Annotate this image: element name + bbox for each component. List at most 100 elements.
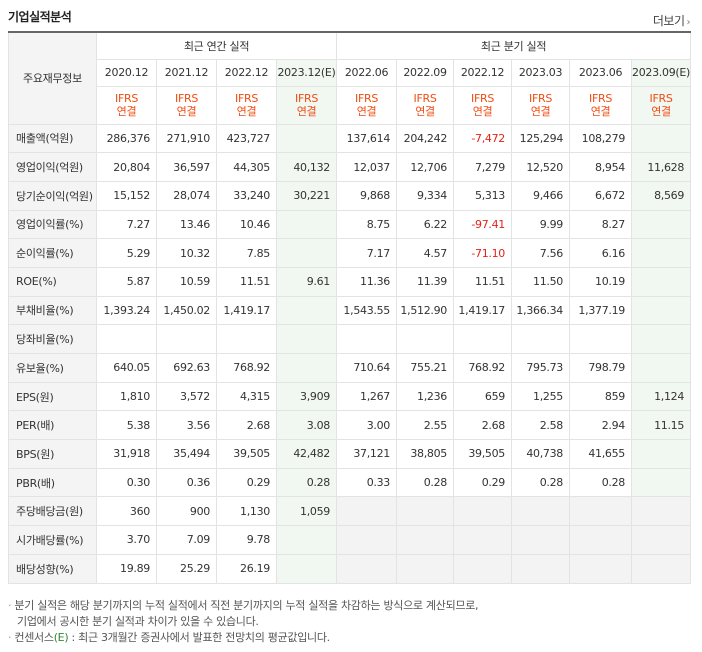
annual-value: 5.87 (96, 266, 157, 297)
footnote-2: · 컨센서스(E) : 최근 3개월간 증권사에서 발표한 전망치의 평균값입니… (8, 631, 330, 644)
quarter-value (631, 324, 692, 354)
quarter-value: 1,255 (511, 381, 571, 412)
quarter-value (631, 238, 692, 268)
quarter-value: 7,279 (453, 152, 513, 182)
quarter-value: 11.36 (336, 266, 398, 297)
row-label: 당좌비율(%) (8, 324, 97, 354)
annual-value: 33,240 (216, 180, 277, 211)
table-row: BPS(원) 31,918 35,494 39,505 42,482 37,121 38,8… (8, 439, 692, 469)
std-ifrs: IFRS (471, 92, 495, 105)
std-consolidated: 연결 (415, 105, 435, 118)
more-link[interactable]: 더보기 › (653, 12, 691, 29)
quarter-value: 9,466 (511, 180, 571, 211)
annual-value: 1,393.24 (96, 295, 157, 326)
annual-value: 10.59 (156, 266, 217, 297)
quarter-value: 859 (569, 381, 633, 412)
quarter-value: 9,334 (396, 180, 455, 211)
quarter-value: 41,655 (569, 439, 633, 469)
row-label: 유보율(%) (8, 353, 97, 383)
quarter-value: 9.99 (511, 209, 571, 240)
annual-value: 31,918 (96, 439, 157, 469)
table-row: PBR(배) 0.30 0.36 0.29 0.28 0.33 0.28 0.29 0.28 0.… (8, 467, 692, 498)
quarter-value: 798.79 (569, 353, 633, 383)
annual-value: 40,132 (275, 152, 338, 182)
quarter-value: 710.64 (336, 353, 398, 383)
quarter-value (511, 324, 571, 354)
annual-value: 768.92 (216, 353, 277, 383)
annual-value (275, 353, 338, 383)
quarter-value (336, 496, 398, 527)
accounting-standard: IFRS 연결 (216, 85, 277, 125)
annual-value (275, 209, 338, 240)
quarter-value: 40,738 (511, 439, 571, 469)
quarter-value: 137,614 (336, 123, 398, 154)
accounting-standard: IFRS 연결 (569, 85, 633, 125)
annual-value: 30,221 (275, 180, 338, 211)
annual-value: 1,059 (275, 496, 338, 527)
annual-value: 35,494 (156, 439, 217, 469)
std-ifrs: IFRS (295, 92, 318, 105)
annual-value: 7.85 (216, 238, 277, 268)
period-header: 2022.12 (216, 58, 277, 87)
row-label: 부채비율(%) (8, 295, 97, 326)
quarter-value: 1,512.90 (396, 295, 455, 326)
accounting-standard: IFRS 연결 (453, 85, 513, 125)
annual-value: 1,450.02 (156, 295, 217, 326)
accounting-standard: IFRS 연결 (631, 85, 692, 125)
accounting-standard: IFRS 연결 (336, 85, 398, 125)
quarter-value (511, 553, 571, 584)
annual-value: 3.56 (156, 410, 217, 441)
quarter-value: -97.41 (453, 209, 513, 240)
quarter-value: 2.94 (569, 410, 633, 441)
accounting-standard: IFRS 연결 (275, 85, 338, 125)
quarter-value: 125,294 (511, 123, 571, 154)
annual-value: 0.29 (216, 467, 277, 498)
quarter-value: 11.15 (631, 410, 692, 441)
period-header: 2022.06 (336, 58, 398, 87)
std-consolidated: 연결 (176, 105, 197, 118)
annual-value: 11.51 (216, 266, 277, 297)
table-row: EPS(원) 1,810 3,572 4,315 3,909 1,267 1,236 659 1… (8, 381, 692, 412)
annual-value: 360 (96, 496, 157, 527)
financial-table: 주요재무정보 최근 연간 실적 최근 분기 실적 2020.12 2021.12 2… (8, 31, 692, 584)
std-consolidated: 연결 (651, 105, 671, 118)
annual-value: 1,810 (96, 381, 157, 412)
table-row: 순이익률(%) 5.29 10.32 7.85 7.17 4.57 -71.10 7.56 6.… (8, 238, 692, 268)
annual-value (275, 525, 338, 555)
annual-value: 25.29 (156, 553, 217, 584)
quarter-value (336, 525, 398, 555)
annual-value: 7.27 (96, 209, 157, 240)
quarter-value: 11.39 (396, 266, 455, 297)
annual-value: 0.36 (156, 467, 217, 498)
annual-value: 39,505 (216, 439, 277, 469)
annual-value: 900 (156, 496, 217, 527)
period-header: 2023.09(E) (631, 58, 692, 87)
annual-value (96, 324, 157, 354)
quarter-value: 12,706 (396, 152, 455, 182)
quarter-value (631, 439, 692, 469)
annual-value (216, 324, 277, 354)
table-row: 부채비율(%) 1,393.24 1,450.02 1,419.17 1,543.55 1… (8, 295, 692, 326)
annual-value: 3,572 (156, 381, 217, 412)
quarter-value (396, 496, 455, 527)
annual-value (275, 238, 338, 268)
quarter-value (631, 467, 692, 498)
quarter-value: 4.57 (396, 238, 455, 268)
quarter-value: 11,628 (631, 152, 692, 182)
annual-value: 9.78 (216, 525, 277, 555)
page-title: 기업실적분석 (8, 10, 72, 24)
quarter-value (569, 496, 633, 527)
quarter-value: 204,242 (396, 123, 455, 154)
row-label: 당기순이익(억원) (8, 180, 97, 211)
accounting-standard: IFRS 연결 (396, 85, 455, 125)
std-ifrs: IFRS (235, 92, 258, 105)
annual-value: 0.30 (96, 467, 157, 498)
annual-value: 28,074 (156, 180, 217, 211)
quarter-value: 795.73 (511, 353, 571, 383)
quarter-value (453, 553, 513, 584)
quarter-value (336, 324, 398, 354)
annual-value: 19.89 (96, 553, 157, 584)
quarter-value (453, 496, 513, 527)
annual-value: 3.08 (275, 410, 338, 441)
table-row: 배당성향(%) 19.89 25.29 26.19 (8, 553, 692, 584)
